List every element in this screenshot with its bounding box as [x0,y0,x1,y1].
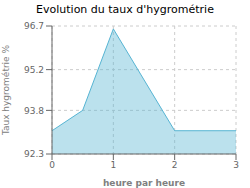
html-text:Evolution du taux d'hygrométri: Evolution du taux d'hygrométrie [36,3,214,16]
svg-text:93.8: 93.8 [24,106,44,116]
svg-text:3: 3 [233,160,239,170]
svg-text:95.2: 95.2 [24,65,44,75]
svg-text:heure par heure: heure par heure [103,178,185,188]
svg-text:92.3: 92.3 [24,149,44,159]
svg-text:1: 1 [110,160,116,170]
svg-text:2: 2 [172,160,178,170]
svg-text:Taux hygrométrie %: Taux hygrométrie % [8,44,11,136]
svg-text:0: 0 [49,160,55,170]
svg-text:96.7: 96.7 [24,21,44,31]
